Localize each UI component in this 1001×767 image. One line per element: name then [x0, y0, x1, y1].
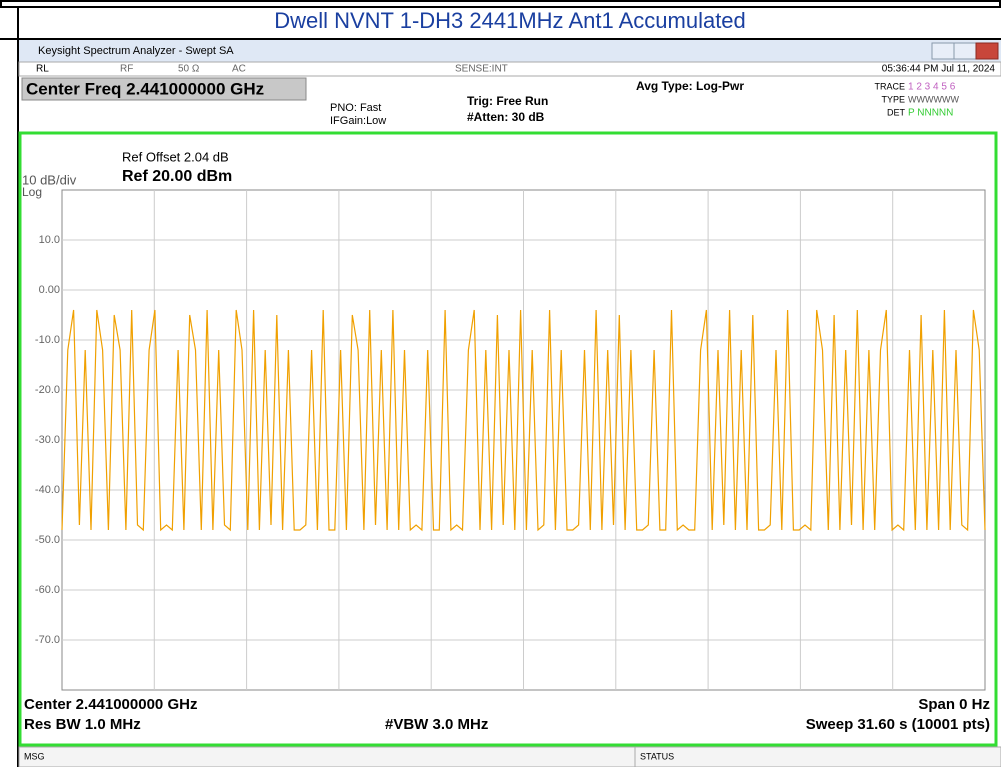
window-title: Keysight Spectrum Analyzer - Swept SA: [38, 45, 234, 57]
display-frame: [18, 131, 998, 747]
top-cell: [0, 0, 1001, 8]
status: STATUS: [640, 751, 674, 761]
y-tick-label: -40.0: [35, 484, 60, 496]
center-freq: Center Freq 2.441000000 GHz: [26, 79, 264, 98]
det-label: DET: [887, 107, 906, 117]
y-tick-label: -50.0: [35, 534, 60, 546]
log: Log: [22, 185, 42, 199]
trig: Trig: Free Run: [467, 94, 548, 108]
type-label: TYPE: [881, 94, 905, 104]
close-button[interactable]: [975, 42, 999, 60]
det-vals: P NNNNN: [908, 108, 953, 119]
title-bar: [19, 40, 1001, 62]
scale: 10 dB/div: [22, 172, 77, 187]
msg: MSG: [24, 751, 45, 761]
msg-bar: [18, 746, 1001, 767]
center: Center 2.441000000 GHz: [24, 696, 197, 713]
y-tick-label: 0.00: [39, 284, 60, 296]
trace: [61, 309, 986, 532]
rl: RL: [36, 64, 49, 75]
y-tick-label: -60.0: [35, 584, 60, 596]
y-tick-label: -30.0: [35, 434, 60, 446]
ifgain: IFGain:Low: [330, 115, 386, 127]
coupling: AC: [232, 64, 246, 75]
sense: SENSE:INT: [455, 64, 508, 75]
rbw: Res BW 1.0 MHz: [24, 716, 141, 733]
pno: PNO: Fast: [330, 102, 381, 114]
minimize-button[interactable]: [931, 42, 955, 60]
vbw: #VBW 3.0 MHz: [385, 716, 488, 733]
impedance: 50 Ω: [178, 64, 200, 75]
span: Span 0 Hz: [918, 696, 990, 713]
timestamp: 05:36:44 PM Jul 11, 2024: [882, 64, 996, 75]
status-row: [18, 61, 1001, 77]
y-tick-label: -70.0: [35, 634, 60, 646]
type-vals: WWWWWW: [908, 94, 959, 104]
y-tick-label: -10.0: [35, 334, 60, 346]
trace-nums: 1 2 3 4 5 6: [908, 82, 956, 93]
sweep: Sweep 31.60 s (10001 pts): [806, 716, 990, 733]
page-title: Dwell NVNT 1-DH3 2441MHz Ant1 Accumulate…: [274, 8, 746, 33]
maximize-button[interactable]: [953, 42, 977, 60]
center-freq-box[interactable]: [21, 77, 307, 101]
y-tick-label: 10.0: [39, 234, 60, 246]
rf: RF: [120, 64, 133, 75]
avg-type: Avg Type: Log-Pwr: [636, 79, 744, 93]
trace-label: TRACE: [874, 81, 905, 91]
ref-level: Ref 20.00 dBm: [122, 168, 232, 185]
ref-offset: Ref Offset 2.04 dB: [122, 149, 229, 164]
y-tick-label: -20.0: [35, 384, 60, 396]
atten: #Atten: 30 dB: [467, 110, 545, 124]
